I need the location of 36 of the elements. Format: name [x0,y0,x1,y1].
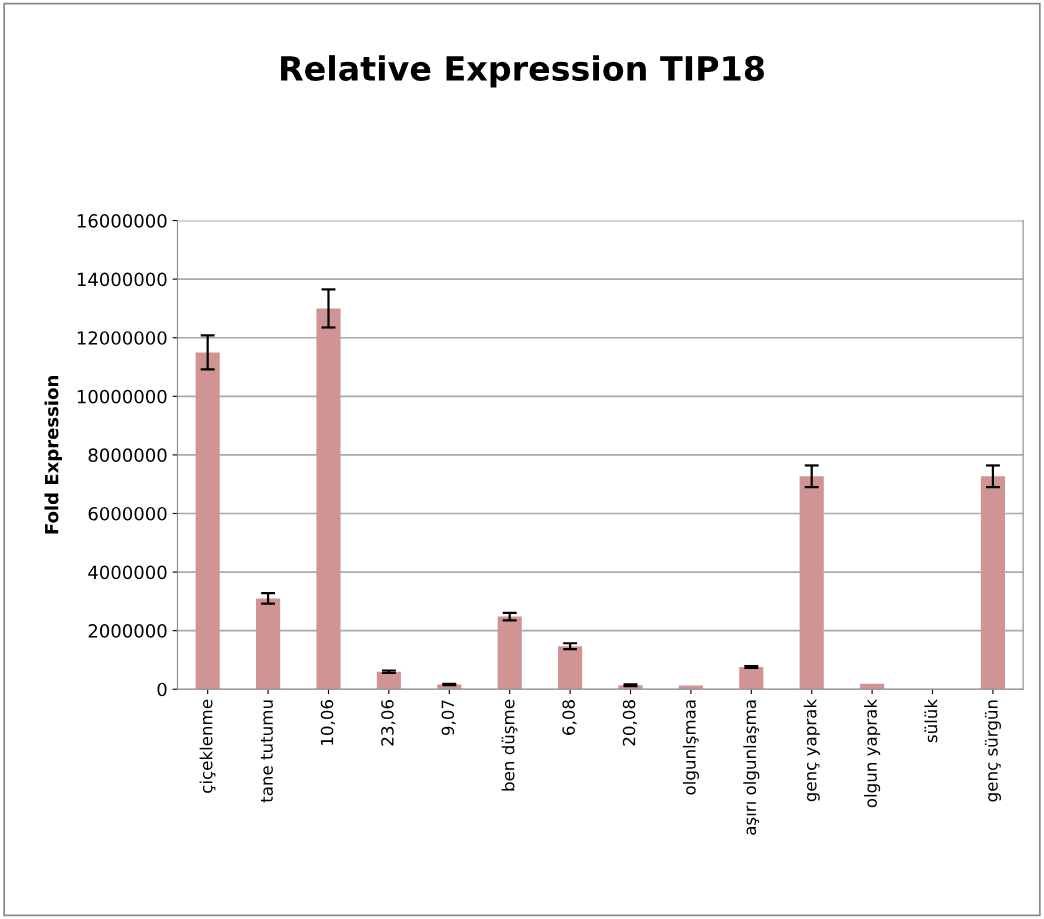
bar [739,666,764,690]
x-tick-label: 9,07 [441,700,456,736]
y-tick-label: 12000000 [77,331,167,345]
x-tick-label: olgun yaprak [864,699,881,808]
x-tick-label: genç yaprak [803,699,820,802]
x-tick-label: 10,06 [320,700,336,745]
x-tick-label: çiçeklenme [199,699,216,793]
bar [195,352,220,690]
y-tick-label: 6000000 [88,506,167,521]
y-tick-label: 10000000 [77,389,167,404]
bar [678,685,703,690]
bar [376,671,401,690]
y-tick-label: 2000000 [88,624,167,638]
bar [860,683,885,690]
x-tick-label: 20,08 [622,700,638,746]
y-tick-label: 0 [157,682,167,697]
x-tick-label: 23,06 [381,700,396,746]
bar [256,598,281,690]
y-tick-label: 14000000 [77,272,167,287]
bar [799,476,824,690]
bar [558,646,583,690]
chart-title: Relative Expression TIP18 [281,55,764,88]
bar [980,476,1005,690]
x-tick-label: genç sürgün [984,700,1001,802]
y-tick-label: 16000000 [77,214,167,228]
x-tick-label: 6,08 [562,700,577,735]
x-tick-label: tane tutumu [260,700,273,803]
bar [316,308,341,690]
x-tick-label: olgunlşmaa [682,700,699,795]
x-tick-label: sülük [924,699,938,743]
x-tick-label: aşırı olgunlaşma [743,700,760,835]
x-tick-label: ben düşme [501,699,518,791]
y-axis-title: Fold Expression [44,376,62,534]
bar [497,616,522,690]
y-tick-label: 4000000 [88,565,167,580]
y-tick-label: 8000000 [88,448,167,463]
